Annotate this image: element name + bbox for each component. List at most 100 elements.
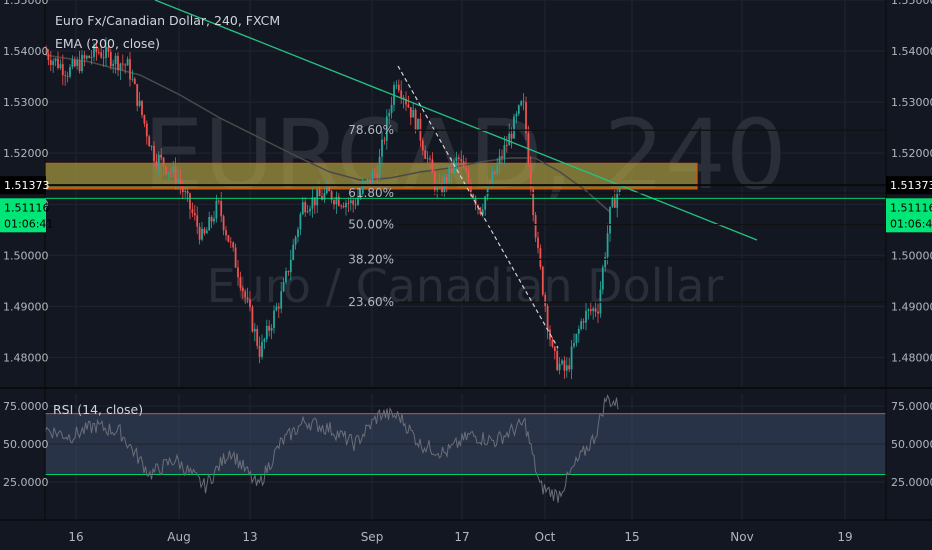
candle-up [138,100,141,106]
candle-down [534,215,537,238]
candle-down [244,291,247,298]
fib-level-label: 38.20% [348,252,394,266]
candle-up [131,78,134,80]
candle-down [522,101,525,103]
candle-up [575,333,578,344]
candle-down [405,98,407,105]
candle-down [337,196,340,206]
fib-level-label: 23.60% [348,295,394,309]
candle-down [143,115,146,124]
bid-badge-left [0,198,46,233]
candle-up [618,184,621,192]
candle-down [539,248,542,267]
bid-badge-right [886,198,932,233]
symbol-title: Euro Fx/Canadian Dollar, 240, FXCM [55,13,280,28]
price-tick-left: 1.54000 [3,45,49,58]
candle-down [369,178,371,184]
candle-down [342,205,345,208]
candle-up [453,160,455,174]
candle-up [294,236,297,245]
candle-down [47,53,50,61]
candle-up [390,104,393,113]
candle-down [525,102,527,134]
candle-up [52,60,55,65]
candle-up [323,193,326,200]
candle-up [157,154,160,166]
price-tick-left: 1.48000 [3,351,49,364]
candle-up [282,281,285,292]
candle-down [95,45,98,53]
candle-down [383,139,386,141]
candle-up [105,46,107,59]
candle-up [361,185,364,194]
ema-line [44,54,611,213]
candle-up [285,271,287,282]
candle-up [177,178,179,184]
rsi-tick-right: 50.0000 [891,438,932,451]
candle-up [309,208,311,212]
candle-down [354,204,357,206]
candle-down [45,51,47,54]
candle-down [121,63,124,65]
candle-up [388,112,391,117]
candle-down [153,146,155,162]
candle-down [97,52,100,54]
candle-down [551,339,554,347]
candle-down [510,133,513,139]
candle-down [225,230,227,236]
candle-down [232,242,235,248]
candle-down [505,145,508,146]
candle-down [196,215,199,227]
candle-down [340,205,343,207]
candle-down [462,161,465,168]
candle-down [460,159,463,162]
candle-down [100,52,103,58]
candle-down [400,90,403,98]
candle-down [198,226,201,240]
candle-up [215,200,218,219]
candle-down [556,351,559,371]
bid-badge-right-price: 1.51116 [890,201,932,214]
candle-up [565,365,568,371]
candle-down [529,164,532,189]
candle-down [589,309,592,312]
rsi-tick-left: 75.0000 [3,400,49,413]
candle-down [162,157,165,167]
candle-up [570,346,573,370]
price-tick-left: 1.49000 [3,300,49,313]
price-tick-right: 1.52000 [891,147,932,160]
candle-up [378,156,381,179]
rsi-legend: RSI (14, close) [53,402,143,417]
rsi-line [44,394,619,503]
candle-up [580,321,583,329]
fib-level-label: 61.80% [348,186,394,200]
candle-up [481,209,484,215]
candle-up [349,200,352,204]
candle-up [611,198,614,207]
candle-up [381,139,383,157]
candle-down [467,171,470,183]
candle-down [227,235,230,242]
candle-up [208,216,211,231]
candle-down [117,55,119,71]
candle-up [167,172,170,174]
candle-down [465,167,467,172]
candle-down [136,84,139,106]
candle-up [325,186,328,194]
candle-up [455,157,458,161]
price-tick-right: 1.54000 [891,45,932,58]
rsi-tick-right: 25.0000 [891,476,932,489]
candle-down [333,200,335,205]
candle-up [299,214,302,230]
candle-down [441,182,443,193]
candle-up [604,257,607,268]
candle-down [61,64,64,76]
time-tick-label: 13 [242,530,257,544]
candle-down [313,197,316,206]
candle-up [306,211,309,213]
candle-up [498,156,501,165]
candle-up [150,146,153,147]
candle-up [558,363,561,371]
